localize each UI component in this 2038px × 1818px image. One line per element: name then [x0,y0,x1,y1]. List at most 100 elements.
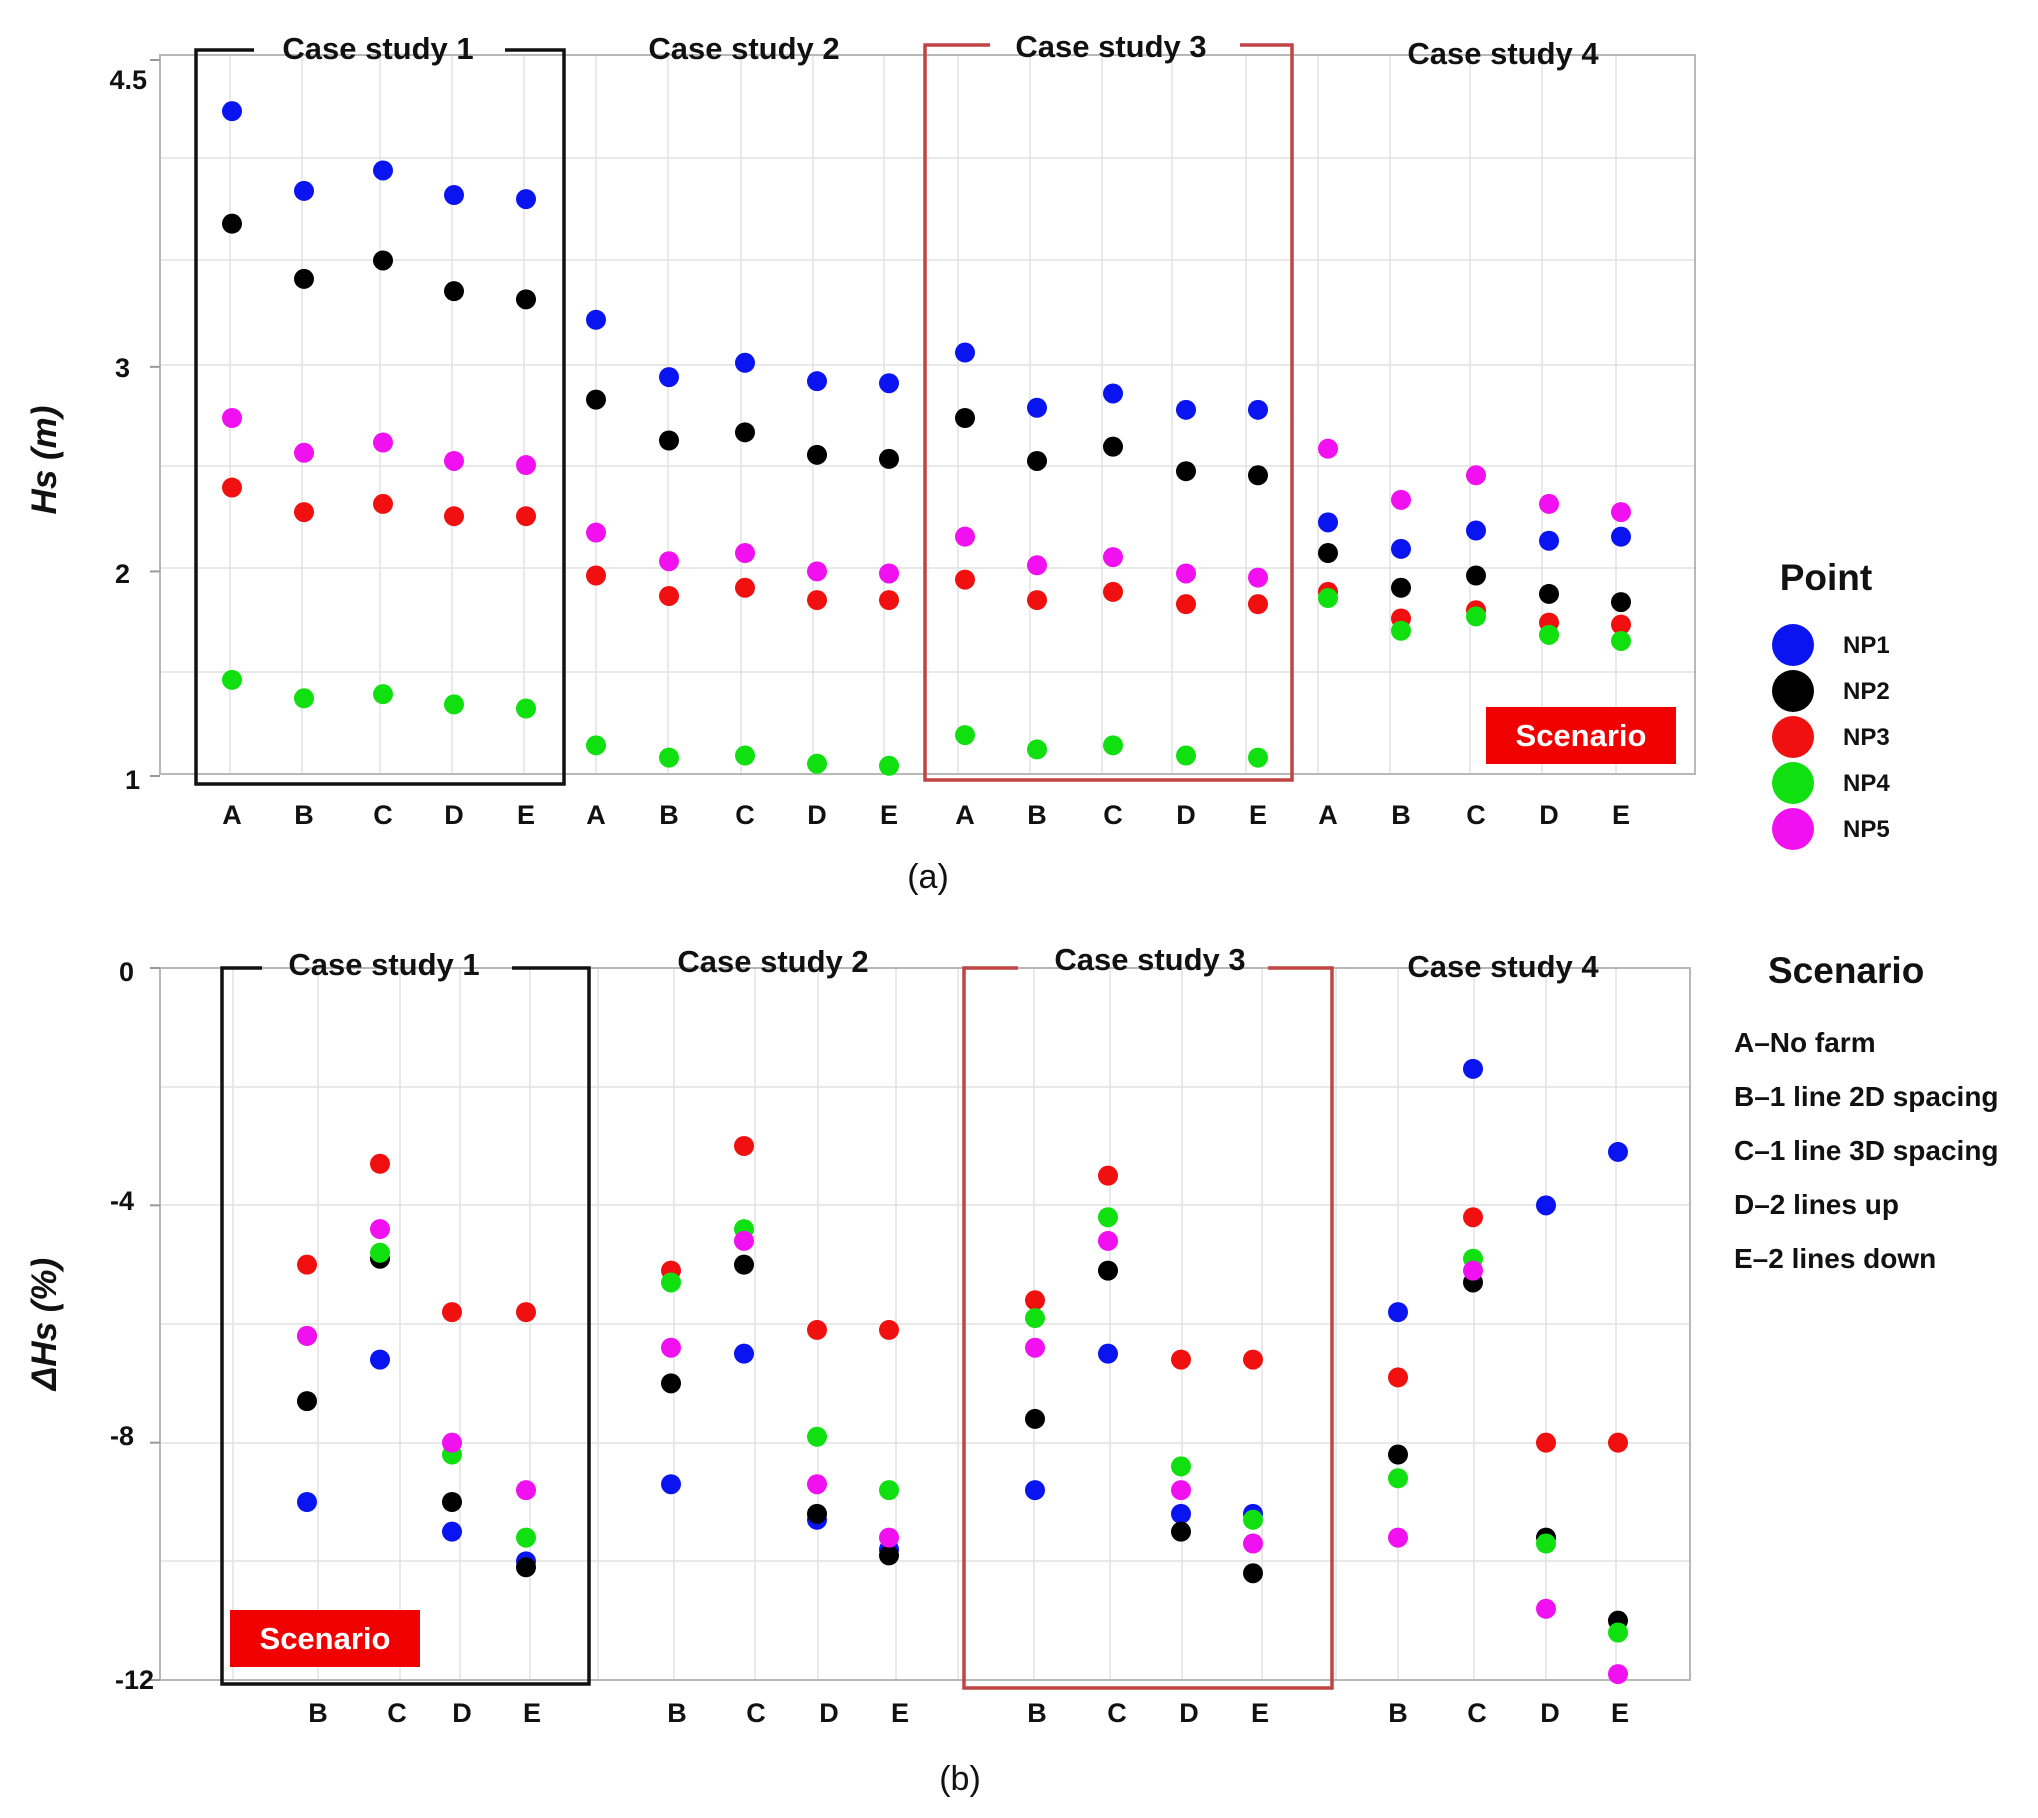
scenario-badge-text: Scenario [260,1621,391,1656]
legend-label-np3: NP3 [1843,724,1890,751]
point-np5 [879,563,899,584]
point-np4 [1098,1207,1118,1228]
panel-a-ytick: 1 [125,765,140,795]
x-tick-label: B [308,1698,328,1728]
point-np5 [807,561,827,582]
point-np1 [1388,1302,1408,1323]
point-np1 [1539,530,1559,551]
panel-a-yticks: 1 2 3 4.5 [109,65,147,795]
point-np5 [1466,465,1486,486]
x-tick-label: A [586,800,606,830]
point-legend-title: Point [1780,557,1872,598]
x-tick-label: E [1251,1698,1269,1728]
point-np4 [1248,747,1268,768]
point-np2 [734,1254,754,1275]
point-np3 [442,1302,462,1323]
x-tick-label: C [373,800,393,830]
scenario-badge: Scenario [1486,707,1676,764]
point-np5 [661,1337,681,1358]
point-np5 [1243,1533,1263,1554]
point-np2 [735,422,755,443]
point-np3 [297,1254,317,1275]
point-np2 [442,1492,462,1512]
point-np3 [1243,1349,1263,1370]
point-np4 [807,753,827,774]
point-np2 [807,1503,827,1524]
x-tick-label: E [1612,800,1630,830]
case-study-title: Case study 4 [1407,36,1599,71]
panel-b: ΔHs (%) (b) 0 -4 -8 -12 Case study 1 Cas… [25,942,1691,1798]
panel-a-ytick: 2 [115,559,130,589]
plot-frame [159,967,1691,1681]
case-study-box [194,48,566,786]
case-study-title: Case study 4 [1407,949,1599,984]
panel-b-ytick: 0 [119,957,134,987]
point-np1 [1025,1480,1045,1501]
point-np1 [516,189,536,210]
panel-a-ytick: 4.5 [109,65,147,95]
point-np4 [1025,1308,1045,1329]
case-study-title: Case study 1 [288,947,479,982]
point-np2 [297,1391,317,1412]
scenario-badge-box [1486,707,1676,764]
point-np4 [1466,606,1486,627]
x-tick-label: C [1466,800,1486,830]
point-np5 [373,432,393,453]
x-tick-label: E [880,800,898,830]
point-np3 [1608,1432,1628,1453]
point-np4 [879,1480,899,1501]
point-np1 [1248,399,1268,420]
point-np4 [586,735,606,756]
point-np1 [297,1492,317,1512]
scenario-badge: Scenario [230,1610,420,1667]
x-tick-label: D [1539,800,1559,830]
point-np3 [807,1319,827,1340]
point-np2 [1391,577,1411,598]
x-tick-label: C [735,800,755,830]
panel-a-case-titles: Case study 1 Case study 2 Case study 3 C… [282,29,1599,71]
case-study-title: Case study 3 [1054,942,1245,977]
panel-a-ylabel: Hs (m) [25,406,64,515]
point-np1 [294,180,314,201]
point-np1 [222,101,242,122]
plot-frame [159,54,1696,775]
point-np5 [807,1474,827,1495]
case-study-box [220,966,591,1686]
point-np5 [955,526,975,547]
x-tick-label: D [452,1698,472,1728]
point-np5 [659,551,679,572]
point-np5 [1388,1527,1408,1548]
x-tick-label: D [1540,1698,1560,1728]
point-np3 [1463,1207,1483,1228]
point-np5 [1463,1260,1483,1281]
point-np4 [1027,739,1047,760]
point-np5 [294,442,314,463]
data-points [222,101,1631,776]
point-np3 [444,506,464,527]
case-study-title: Case study 2 [648,31,839,66]
point-np3 [1171,1349,1191,1370]
point-legend: Point NP1 NP2 NP3 NP4 NP5 [1772,557,1890,850]
point-np2 [1243,1563,1263,1584]
point-np1 [1463,1058,1483,1079]
point-np5 [1176,563,1196,584]
point-np2 [586,389,606,410]
data-points [297,1058,1628,1685]
case-study-box [962,966,1334,1690]
point-np3 [879,590,899,611]
point-np4 [516,1527,536,1548]
point-np4 [1176,745,1196,766]
point-np4 [1608,1622,1628,1643]
point-np1 [1171,1503,1191,1524]
point-np5 [1536,1598,1556,1619]
point-np4 [955,725,975,746]
point-np4 [1391,620,1411,641]
x-tick-label: A [955,800,975,830]
x-tick-label: A [1318,800,1338,830]
x-tick-label: A [222,800,242,830]
x-tick-label: D [1179,1698,1199,1728]
panel-b-label: (b) [939,1760,981,1798]
point-np5 [516,1480,536,1501]
point-np4 [516,698,536,719]
